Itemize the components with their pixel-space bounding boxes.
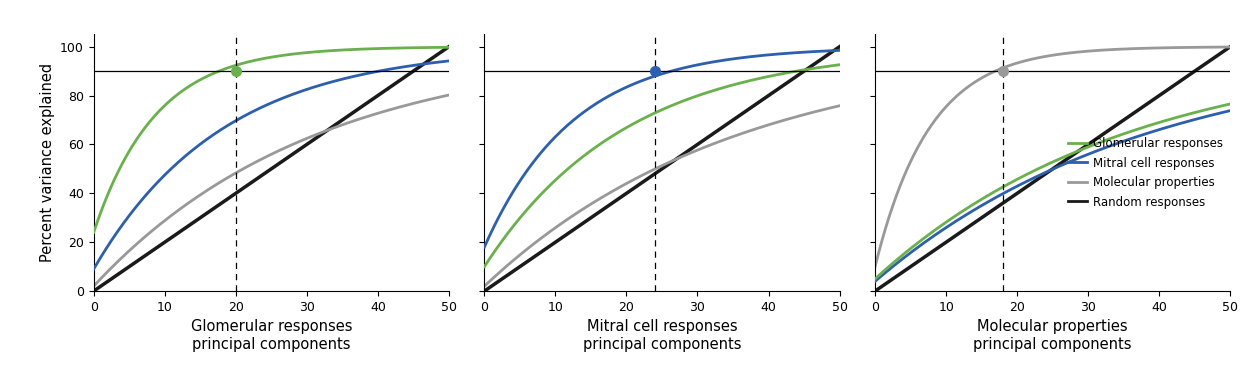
X-axis label: Mitral cell responses
principal components: Mitral cell responses principal componen… xyxy=(583,319,741,352)
X-axis label: Molecular properties
principal components: Molecular properties principal component… xyxy=(973,319,1132,352)
Legend: Glomerular responses, Mitral cell responses, Molecular properties, Random respon: Glomerular responses, Mitral cell respon… xyxy=(1064,133,1228,213)
X-axis label: Glomerular responses
principal components: Glomerular responses principal component… xyxy=(191,319,352,352)
Y-axis label: Percent variance explained: Percent variance explained xyxy=(40,63,55,262)
